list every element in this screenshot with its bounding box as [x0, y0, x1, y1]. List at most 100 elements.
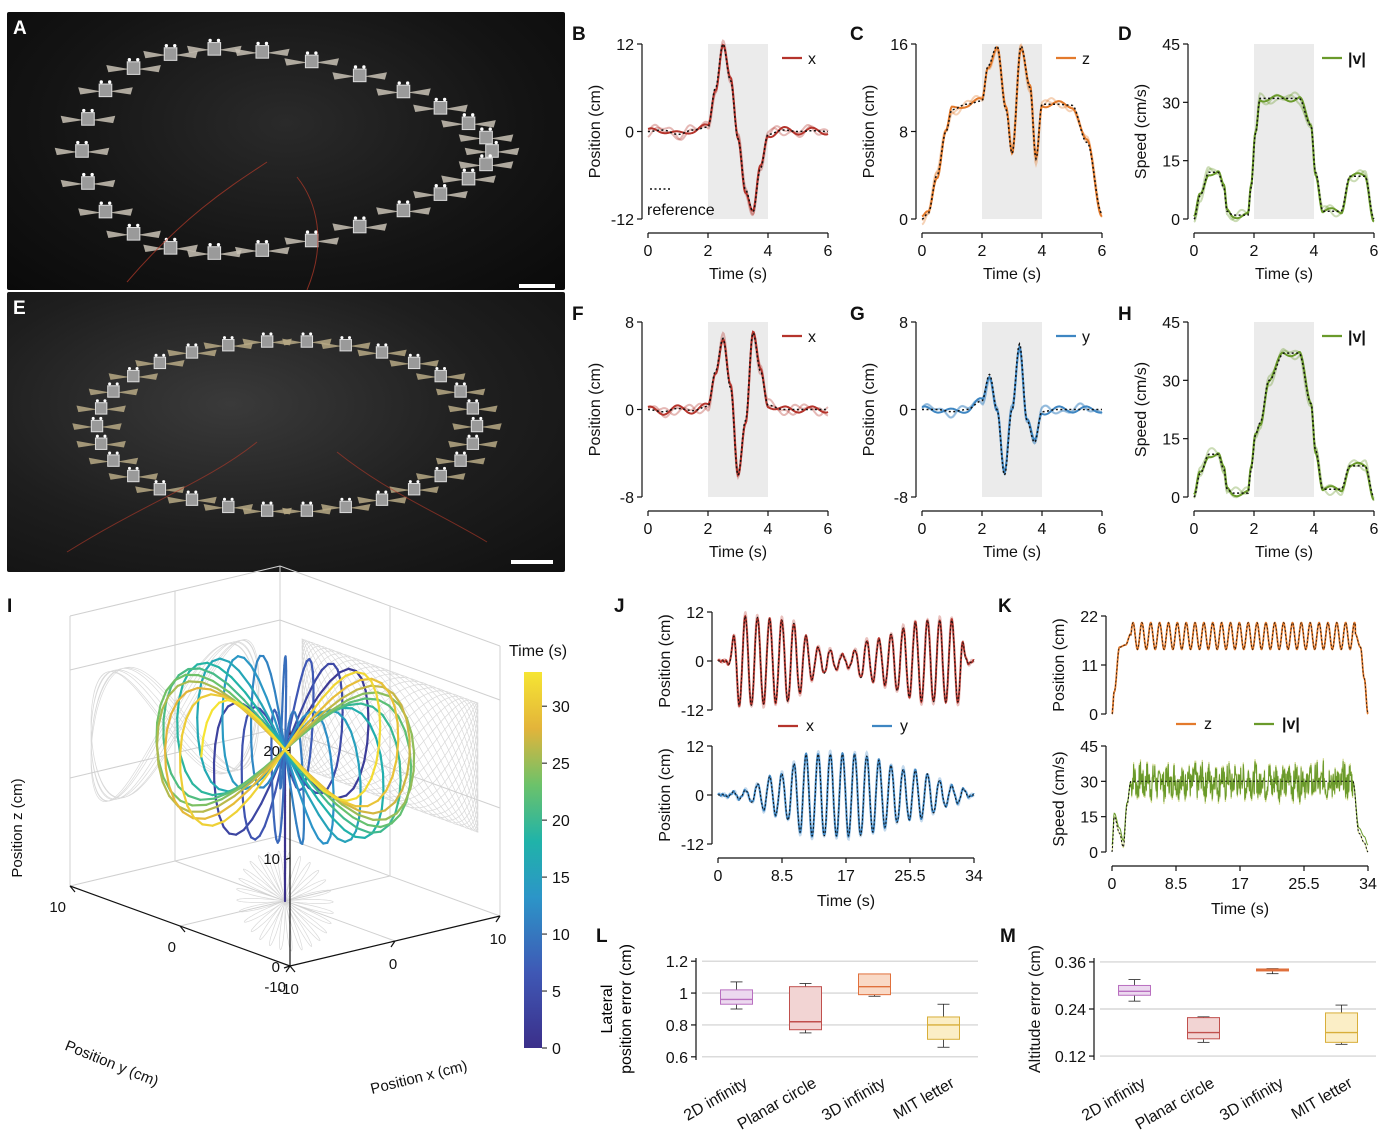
- panel-letter-d: D: [1118, 24, 1132, 45]
- chart-B: -12 0 12 0 2 4 6 Time (s) Position (cm) x referenc…: [587, 37, 833, 283]
- trajectory-segment: [280, 798, 285, 819]
- trajectory-segment: [200, 790, 214, 797]
- robot-marker: [442, 366, 447, 371]
- x-tick-label: 6: [1098, 243, 1107, 260]
- trajectory-segment: [354, 835, 366, 839]
- panel-letter-j: J: [614, 596, 625, 617]
- trajectory-segment: [217, 666, 233, 679]
- x-tick: [285, 965, 291, 973]
- trajectory-segment: [271, 798, 275, 818]
- y-tick: [179, 925, 186, 933]
- robot-wing-right: [310, 507, 332, 515]
- robot-wing-left: [143, 244, 167, 253]
- robot-marker: [264, 41, 269, 46]
- trajectory-segment: [278, 735, 295, 760]
- robot-body: [260, 504, 274, 517]
- trajectory-segment: [211, 657, 222, 663]
- trajectory-segment: [258, 825, 266, 837]
- y-axis-label: Position (cm): [587, 85, 604, 178]
- trajectory-segment: [181, 789, 189, 808]
- trajectory-segment: [311, 709, 332, 727]
- trajectory-segment: [370, 677, 383, 685]
- shaded-interval: [982, 44, 1042, 219]
- trajectory-segment: [279, 816, 283, 833]
- robot-body: [153, 356, 167, 370]
- robot-body: [255, 45, 270, 59]
- trajectory-segment: [233, 780, 253, 798]
- robot-marker: [127, 58, 132, 62]
- y-tick-label: 12: [616, 37, 634, 54]
- robot-wing-left: [106, 230, 130, 239]
- x-tick: [390, 940, 396, 948]
- robot-marker: [230, 336, 234, 340]
- trajectory-segment: [227, 659, 234, 671]
- x-tick-label: 4: [1038, 243, 1047, 260]
- robot-body: [222, 500, 235, 514]
- chart-K_top: 0 11 22 Position (cm): [1051, 609, 1369, 724]
- robot-body: [433, 101, 448, 115]
- trajectory-segment: [285, 722, 290, 736]
- trajectory-segment: [205, 709, 214, 724]
- y-tick-label: 1.2: [666, 954, 688, 971]
- trajectory-segment: [272, 762, 280, 776]
- robot-wing-right: [163, 360, 185, 367]
- robot-wing-right: [363, 223, 387, 231]
- trajectory-segment: [237, 669, 252, 687]
- robot-marker: [173, 237, 177, 242]
- robot-marker: [416, 480, 420, 484]
- robot-body: [255, 243, 270, 257]
- trajectory-segment: [226, 698, 239, 704]
- trajectory-segment: [212, 791, 231, 800]
- x-tick-label: 0: [714, 868, 723, 885]
- robot-marker: [76, 140, 80, 145]
- x-tick-label: 6: [1098, 521, 1107, 538]
- trajectory-segment: [395, 801, 406, 815]
- legend-label: |v|: [1348, 329, 1366, 346]
- robot-marker: [475, 399, 479, 403]
- x-tick-label: 2: [704, 243, 713, 260]
- x-tick-label: 4: [764, 521, 773, 538]
- robot-wing-right: [444, 190, 468, 199]
- trajectory-segment: [184, 769, 194, 785]
- robot-marker: [194, 343, 198, 347]
- x-tick-label: 25.5: [894, 868, 925, 885]
- panel-letter-h: H: [1118, 304, 1132, 325]
- reference-line: [1193, 97, 1375, 220]
- legend-label: |v|: [1348, 51, 1366, 68]
- trajectory-segment: [344, 670, 358, 677]
- y-tick-label: 0: [625, 403, 634, 420]
- robot-marker: [314, 230, 318, 234]
- trajectory-line: [1111, 621, 1369, 715]
- trajectory-segment: [251, 802, 263, 821]
- trajectory-segment: [298, 668, 305, 685]
- chart-D: 0 15 30 45 0 2 4 6 Time (s) Speed (cm/s) |v|: [1133, 37, 1378, 283]
- robot-body: [479, 157, 493, 172]
- trajectory-segment: [313, 668, 324, 683]
- trajectory-segment: [409, 769, 415, 790]
- chart-H: 0 15 30 45 0 2 4 6 Time (s) Speed (cm/s) |v|: [1133, 315, 1378, 561]
- z-axis-label: Position z (cm): [9, 778, 26, 877]
- colorbar-label: Time (s): [509, 643, 567, 660]
- robot-marker: [467, 399, 471, 403]
- y-tick: [69, 885, 76, 893]
- robot-wing-left: [76, 405, 98, 413]
- robot-marker: [416, 353, 420, 357]
- y-tick-label: 0: [695, 788, 704, 805]
- trajectory-segment: [263, 757, 281, 780]
- trajectory-segment: [162, 700, 168, 721]
- robot-marker: [471, 168, 475, 172]
- robot-body: [127, 369, 140, 383]
- trajectory-segment: [177, 667, 190, 677]
- x-axis-label: Time (s): [817, 893, 875, 910]
- trajectory-segment: [280, 770, 284, 783]
- category-label: 3D infinity: [1217, 1075, 1286, 1125]
- trajectory-segment: [401, 772, 409, 791]
- robot-body: [163, 47, 178, 61]
- trajectory-segment: [345, 797, 358, 802]
- trajectory-segment: [259, 783, 272, 806]
- robot-body: [454, 454, 467, 467]
- trajectory-segment: [400, 703, 408, 722]
- trajectory-segment: [157, 708, 164, 728]
- trajectory-segment: [248, 684, 263, 706]
- trajectory-segment: [196, 698, 200, 719]
